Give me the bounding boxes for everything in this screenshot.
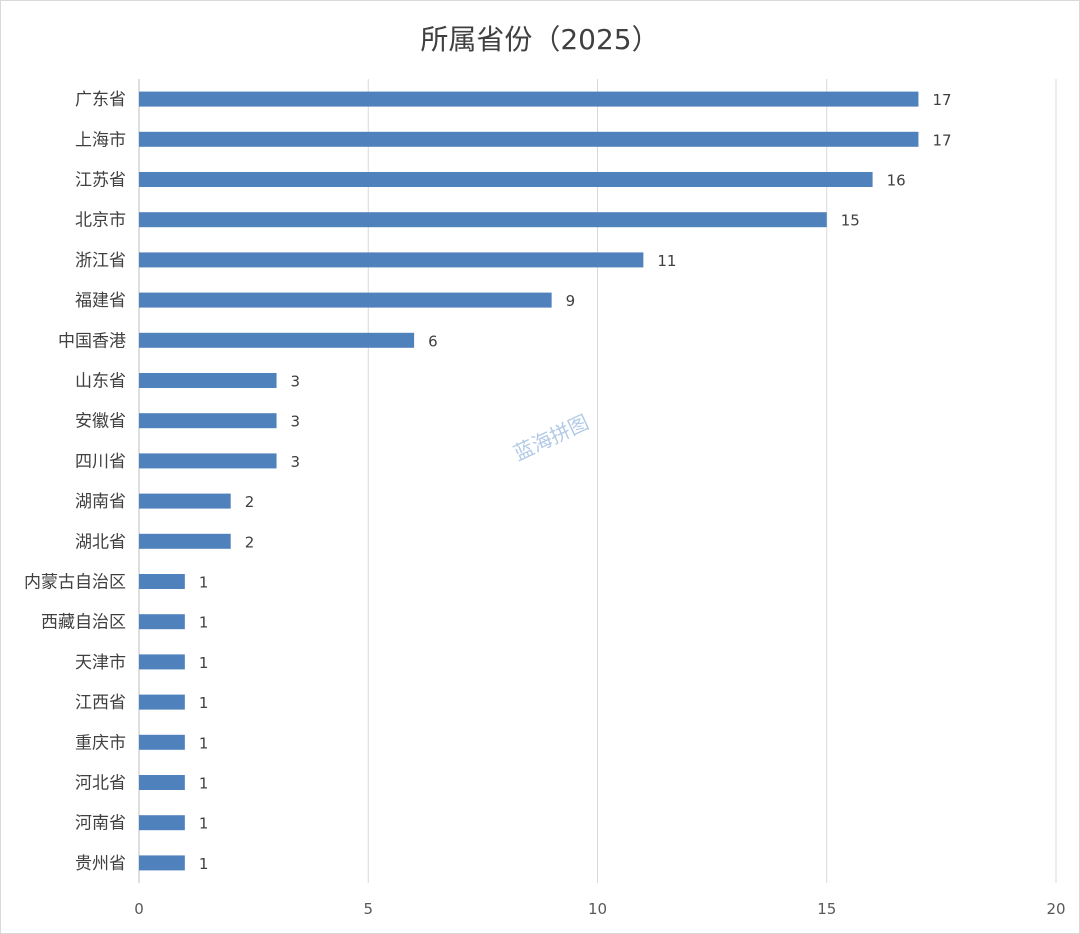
data-label: 2: [245, 533, 255, 551]
x-tick-label: 20: [1046, 900, 1065, 918]
data-label: 2: [245, 493, 255, 511]
data-label: 6: [428, 332, 438, 350]
data-label: 1: [199, 614, 209, 632]
category-label: 江西省: [75, 693, 126, 713]
x-tick-label: 0: [134, 900, 144, 918]
category-label: 四川省: [75, 452, 126, 472]
bar: [139, 533, 231, 549]
category-label: 内蒙古自治区: [24, 573, 126, 593]
x-tick-label: 5: [363, 900, 373, 918]
data-label: 1: [199, 574, 209, 592]
category-label: 广东省: [75, 90, 126, 110]
bar: [139, 373, 277, 388]
data-label: 1: [199, 734, 209, 752]
bar: [139, 815, 185, 831]
category-label: 北京市: [75, 211, 126, 231]
chart-title: 所属省份（2025）: [420, 23, 660, 56]
data-label: 17: [932, 91, 951, 109]
bar: [139, 654, 185, 670]
data-label: 11: [657, 252, 676, 270]
bar: [139, 614, 185, 630]
category-label: 湖北省: [75, 532, 126, 552]
bar: [139, 855, 185, 871]
category-label: 福建省: [75, 291, 126, 311]
bar: [139, 172, 873, 187]
category-label: 湖南省: [75, 492, 126, 512]
bar: [139, 694, 185, 710]
data-label: 3: [291, 373, 301, 391]
category-label: 江苏省: [75, 171, 126, 191]
x-tick-label: 10: [588, 900, 607, 918]
category-label: 河北省: [75, 774, 126, 794]
data-label: 1: [199, 694, 209, 712]
data-label: 1: [199, 775, 209, 793]
data-label: 3: [291, 413, 301, 431]
data-label: 1: [199, 654, 209, 672]
category-label: 中国香港: [58, 331, 126, 351]
bar: [139, 453, 277, 469]
data-label: 16: [887, 172, 906, 190]
category-label: 西藏自治区: [41, 613, 126, 633]
category-label: 天津市: [75, 653, 126, 673]
bar: [139, 212, 827, 228]
data-label: 15: [841, 212, 860, 230]
bar: [139, 131, 919, 147]
bar: [139, 493, 231, 509]
bar: [139, 574, 185, 589]
category-label: 山东省: [75, 372, 126, 392]
bar: [139, 91, 919, 107]
category-label: 重庆市: [75, 733, 126, 753]
bar: [139, 413, 277, 429]
bar: [139, 734, 185, 750]
category-label: 浙江省: [75, 251, 126, 271]
bar: [139, 332, 415, 348]
category-label: 河南省: [75, 814, 126, 834]
category-label: 上海市: [75, 130, 126, 150]
data-label: 1: [199, 855, 209, 873]
data-label: 17: [932, 131, 951, 149]
category-label: 贵州省: [75, 854, 126, 874]
category-label: 安徽省: [75, 412, 126, 432]
bar: [139, 252, 644, 268]
x-tick-label: 15: [817, 900, 836, 918]
data-label: 1: [199, 815, 209, 833]
bar: [139, 775, 185, 790]
bar: [139, 292, 552, 308]
data-label: 3: [291, 453, 301, 471]
data-label: 9: [566, 292, 576, 310]
